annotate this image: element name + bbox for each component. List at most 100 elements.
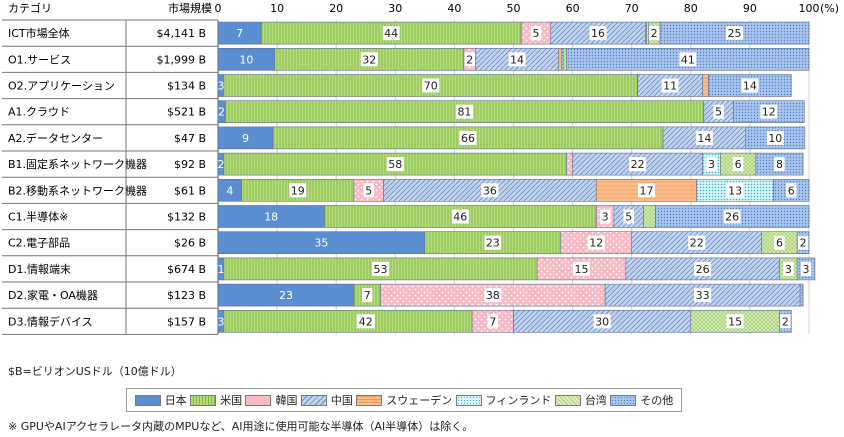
data-label-bg	[360, 52, 378, 67]
stacked-bar-chart: カテゴリ 市場規模 (%) 0 10 20 30 40 50 60 70 80 90 100 ICT…	[2, 1, 839, 335]
category-label: O1.サービス	[8, 53, 71, 66]
header-market-size: 市場規模	[168, 1, 212, 15]
data-label: 12	[762, 106, 776, 119]
market-size-value: $123 B	[167, 289, 206, 302]
data-label-bg	[599, 209, 611, 224]
data-label: 12	[589, 237, 603, 250]
data-label-bg	[774, 235, 785, 250]
data-label: 10	[768, 132, 782, 145]
data-label: 26	[725, 211, 739, 224]
category-label: ICT市場全体	[8, 26, 70, 40]
bar-segment	[562, 47, 567, 71]
data-label: 15	[728, 315, 742, 328]
legend-swatch	[554, 394, 581, 406]
x-tick-label: 80	[684, 2, 698, 15]
data-label-bg	[530, 26, 542, 41]
x-tick-label: 50	[507, 2, 521, 15]
legend-item: 米国	[190, 392, 242, 408]
data-label-bg	[464, 52, 476, 67]
market-size-value: $157 B	[167, 315, 206, 328]
data-label: 15	[574, 263, 588, 276]
data-label-bg	[741, 78, 759, 93]
data-label-bg	[786, 183, 797, 198]
data-label: 7	[236, 27, 243, 40]
legend-swatch	[134, 394, 161, 406]
data-label-bg	[694, 261, 712, 276]
bar-segment	[643, 205, 656, 228]
data-label-bg	[451, 209, 469, 224]
bar-segment	[223, 309, 473, 333]
x-tick-label: 20	[329, 2, 343, 15]
data-label: 35	[314, 237, 328, 250]
data-label: 58	[388, 158, 402, 171]
category-label: B1.固定系ネットワーク機器	[8, 157, 147, 171]
data-label-bg	[455, 104, 473, 119]
data-label: 66	[461, 132, 475, 145]
data-label-bg	[732, 157, 744, 172]
bar-segment	[566, 152, 573, 176]
legend-item: スウェーデン	[356, 392, 452, 408]
market-size-value: $61 B	[174, 184, 206, 197]
data-label-bg	[800, 261, 812, 276]
legend: 日本 米国 韓国 中国 スウェーデン フィンランド 台湾 その他	[126, 388, 682, 412]
x-tick-label: 70	[625, 2, 639, 15]
data-label: 8	[776, 158, 783, 171]
data-label-bg	[593, 314, 611, 329]
legend-swatch	[190, 394, 217, 406]
data-label: 6	[735, 158, 742, 171]
data-label: 44	[384, 27, 398, 40]
data-label: 42	[359, 315, 373, 328]
data-label: 3	[602, 211, 609, 224]
unit-note: $B=ビリオンUSドル（10億ドル）	[8, 365, 182, 378]
category-label: C1.半導体※	[8, 210, 68, 224]
data-label-bg	[386, 157, 404, 172]
data-label: 70	[424, 80, 438, 93]
x-unit-label: (%)	[820, 2, 839, 15]
data-label: 18	[264, 211, 278, 224]
legend-label: 韓国	[275, 394, 298, 407]
data-label-bg	[780, 314, 791, 329]
legend-label: 米国	[220, 394, 243, 407]
legend-swatch	[356, 394, 383, 406]
legend-label: 中国	[330, 394, 353, 407]
data-label-bg	[695, 130, 713, 145]
footnote: ※ GPUやAIアクセラレータ内蔵のMPUなど、AI用途に使用可能な半導体（AI…	[8, 420, 474, 433]
gridlines	[217, 20, 810, 335]
data-label: 2	[217, 158, 224, 171]
data-label: 22	[631, 158, 645, 171]
data-label-bg	[679, 52, 697, 67]
data-label: 5	[532, 27, 539, 40]
data-label-bg	[629, 157, 647, 172]
legend-item: その他	[610, 392, 673, 408]
data-label: 2	[466, 53, 473, 66]
category-label: D1.情報端末	[8, 262, 71, 276]
category-label: O2.アプリケーション	[8, 80, 115, 93]
data-label-bg	[289, 183, 307, 198]
category-label: A1.クラウド	[8, 106, 70, 119]
data-label: 23	[279, 289, 293, 302]
data-label: 53	[374, 263, 388, 276]
data-label-bg	[459, 130, 477, 145]
data-label: 5	[625, 211, 632, 224]
data-label-bg	[422, 78, 440, 93]
market-size-value: $134 B	[167, 80, 206, 93]
legend-item: 韓国	[245, 392, 297, 408]
market-size-value: $1,999 B	[156, 53, 206, 66]
market-size-value: $4,141 B	[156, 27, 206, 40]
data-label-bg	[766, 130, 784, 145]
x-tick-label: 30	[388, 2, 402, 15]
data-label: 7	[364, 289, 371, 302]
market-size-value: $92 B	[174, 158, 206, 171]
data-label-bg	[637, 183, 655, 198]
header-category: カテゴリ	[8, 1, 52, 15]
market-size-value: $26 B	[174, 237, 206, 250]
legend-item: 台湾	[554, 392, 607, 408]
data-label-bg	[713, 104, 724, 119]
data-label: 9	[242, 132, 249, 145]
legend-item: 日本	[134, 392, 187, 408]
data-label: 30	[595, 315, 609, 328]
data-label: 46	[453, 211, 467, 224]
category-label: D2.家電・OA機器	[8, 288, 98, 302]
legend-label: その他	[640, 394, 674, 407]
